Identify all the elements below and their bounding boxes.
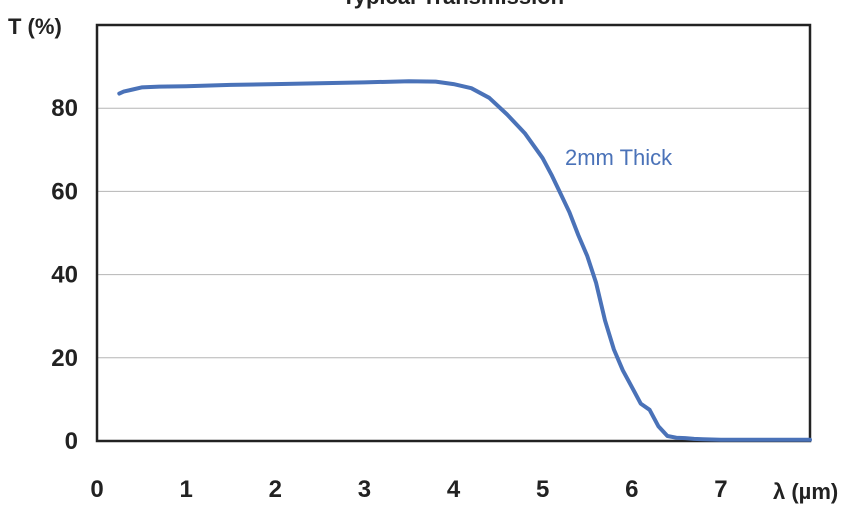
- y-tick-label-40: 40: [51, 262, 78, 289]
- y-tick-label-80: 80: [51, 95, 78, 122]
- y-tick-label-0: 0: [65, 428, 78, 455]
- x-tick-label-1: 1: [179, 476, 192, 503]
- y-axis-title: T (%): [8, 14, 62, 39]
- y-tick-label-60: 60: [51, 178, 78, 205]
- gridlines: [97, 107, 810, 359]
- x-tick-label-3: 3: [358, 476, 371, 503]
- x-tick-labels: 0 1 2 3 4 5 6 7: [90, 476, 727, 503]
- plot-area-border: [95, 23, 812, 443]
- x-tick-label-4: 4: [447, 476, 461, 503]
- x-tick-label-2: 2: [269, 476, 282, 503]
- y-tick-label-20: 20: [51, 345, 78, 372]
- x-axis-title: λ (µm): [773, 479, 838, 504]
- x-tick-label-6: 6: [625, 476, 638, 503]
- chart-title: Typical Transmission: [342, 0, 564, 9]
- series-annotation: 2mm Thick: [565, 145, 673, 170]
- x-tick-label-5: 5: [536, 476, 549, 503]
- x-tick-label-7: 7: [714, 476, 727, 503]
- y-tick-labels: 0 20 40 60 80: [51, 95, 78, 455]
- series-line-2mm-thick: [117, 79, 812, 442]
- x-tick-label-0: 0: [90, 476, 103, 503]
